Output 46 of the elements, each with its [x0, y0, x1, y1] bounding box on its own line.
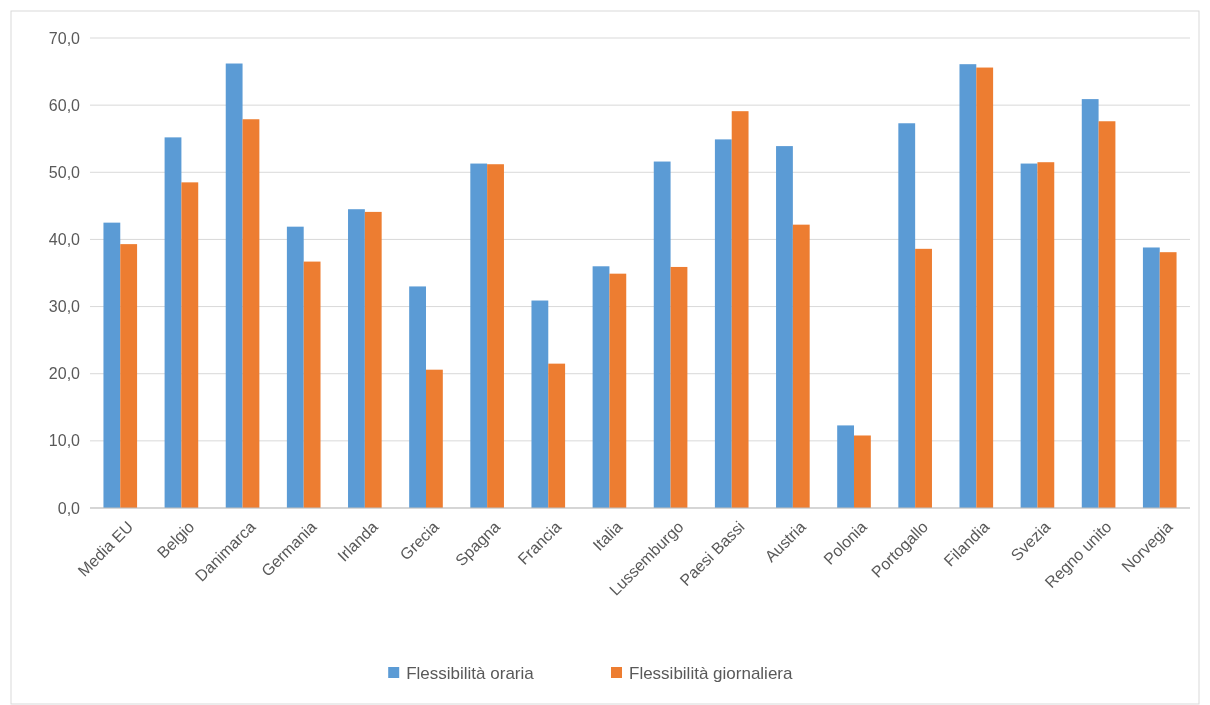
bar	[531, 300, 549, 508]
bar	[242, 119, 260, 508]
y-tick-label: 20,0	[48, 365, 81, 383]
bar	[670, 266, 688, 508]
bar	[487, 164, 504, 508]
bar	[1081, 99, 1099, 508]
bar	[837, 425, 855, 508]
y-tick-label: 40,0	[48, 231, 81, 249]
bar	[792, 224, 810, 508]
bar	[103, 222, 121, 508]
bar	[1020, 163, 1038, 508]
bar	[1098, 121, 1116, 508]
bar	[959, 64, 977, 508]
bar	[915, 248, 932, 508]
bar	[731, 111, 749, 508]
y-tick-label: 0,0	[57, 499, 81, 517]
bar	[592, 266, 610, 508]
bar	[425, 369, 443, 508]
bar	[286, 226, 304, 508]
bar	[181, 182, 199, 508]
bar	[653, 161, 671, 508]
y-tick-label: 50,0	[48, 163, 81, 181]
legend-label: Flessibilità giornaliera	[629, 663, 793, 683]
bar	[470, 163, 488, 508]
bar	[225, 63, 243, 508]
bar	[348, 209, 365, 508]
bar	[854, 435, 871, 508]
legend-label: Flessibilità oraria	[406, 663, 535, 683]
bar	[1159, 252, 1177, 508]
y-tick-label: 70,0	[48, 29, 81, 47]
bar	[303, 261, 321, 508]
bar	[164, 137, 182, 508]
bar	[898, 123, 916, 508]
bar	[120, 244, 138, 508]
bar	[409, 286, 426, 508]
bar	[1142, 247, 1160, 508]
bar	[976, 67, 994, 508]
bar	[609, 273, 627, 508]
bar	[714, 139, 732, 508]
y-tick-label: 30,0	[48, 298, 81, 316]
y-tick-label: 60,0	[48, 96, 81, 114]
bar	[1037, 162, 1055, 508]
y-tick-label: 10,0	[48, 432, 81, 450]
bar	[548, 363, 566, 508]
bar	[776, 146, 793, 508]
bar	[364, 211, 382, 508]
